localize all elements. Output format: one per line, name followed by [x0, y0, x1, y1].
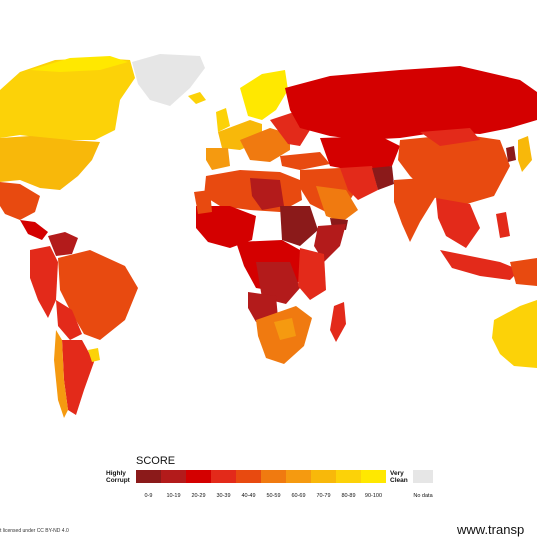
region-canada — [0, 58, 135, 140]
legend-bin-label: 10-19 — [166, 493, 181, 499]
legend-bin: 30-39 — [211, 470, 236, 499]
region-brazil — [58, 250, 138, 340]
legend-high-label-line1: Very — [390, 470, 404, 477]
region-canada-north — [30, 56, 128, 72]
region-mongolia — [420, 128, 480, 146]
no-data-swatch — [413, 470, 433, 483]
no-data-label: No data — [413, 493, 433, 499]
legend-bin-label: 90-100 — [364, 493, 383, 499]
legend-bin: 20-29 — [186, 470, 211, 499]
website-link[interactable]: www.transp — [457, 522, 525, 537]
region-west-africa — [196, 206, 256, 248]
region-iberia — [206, 148, 230, 170]
region-iceland — [188, 92, 206, 104]
legend-title: SCORE — [136, 455, 176, 467]
region-central-america — [20, 220, 48, 240]
region-australia — [492, 300, 537, 368]
legend-bin-label: 60-69 — [291, 493, 306, 499]
region-sudan — [280, 206, 318, 246]
region-arabia — [316, 186, 358, 222]
region-iran — [340, 166, 378, 200]
legend-bin: 40-49 — [236, 470, 261, 499]
region-philippines — [496, 212, 510, 238]
legend-low-label-line2: Corrupt — [106, 477, 130, 484]
legend-bin: 90-100 — [361, 470, 386, 499]
region-afghanistan — [372, 166, 394, 190]
region-usa — [0, 136, 100, 190]
region-drc — [256, 262, 300, 304]
region-southeast-asia — [436, 198, 480, 248]
legend-bin: 60-69 — [286, 470, 311, 499]
legend-scale: 0-9 10-19 20-29 30-39 40-49 50-59 60-69 70-79 80… — [136, 470, 386, 499]
legend-bin-label: 20-29 — [191, 493, 206, 499]
legend-swatch — [336, 470, 361, 483]
region-andes — [30, 246, 58, 318]
region-argentina — [62, 340, 94, 415]
legend-swatch — [261, 470, 286, 483]
legend-swatch — [211, 470, 236, 483]
region-venezuela — [48, 232, 78, 256]
legend-bin: 80-89 — [336, 470, 361, 499]
legend-swatch — [161, 470, 186, 483]
region-indonesia — [440, 250, 520, 280]
region-turkey — [280, 152, 330, 170]
region-mexico — [0, 182, 40, 220]
license-text: t licensed under CC BY-ND 4.0 — [0, 528, 69, 534]
legend-bin-label: 80-89 — [341, 493, 356, 499]
region-madagascar — [330, 302, 346, 342]
legend-no-data: No data — [412, 470, 434, 499]
legend-low-label: Highly Corrupt — [106, 470, 130, 484]
region-greenland — [132, 54, 205, 106]
region-uruguay — [88, 348, 100, 362]
region-korea — [506, 146, 516, 162]
legend-bin-label: 70-79 — [316, 493, 331, 499]
legend-swatch — [136, 470, 161, 483]
region-horn — [314, 224, 346, 262]
legend-swatch — [236, 470, 261, 483]
region-uk — [216, 108, 230, 132]
world-map — [0, 54, 537, 418]
legend-bin-label: 40-49 — [241, 493, 256, 499]
legend-high-label: Very Clean — [390, 470, 408, 484]
legend-bin: 10-19 — [161, 470, 186, 499]
region-mauritania — [194, 190, 212, 214]
legend-low-label-line1: Highly — [106, 470, 126, 477]
legend-bin: 70-79 — [311, 470, 336, 499]
legend-swatch — [186, 470, 211, 483]
legend-high-label-line2: Clean — [390, 477, 408, 484]
region-chile — [54, 330, 68, 418]
legend-bin: 0-9 — [136, 470, 161, 499]
legend-swatch — [361, 470, 386, 483]
legend-bin: 50-59 — [261, 470, 286, 499]
region-central-asia — [320, 136, 400, 172]
region-scandinavia — [240, 70, 288, 120]
legend-swatch — [286, 470, 311, 483]
region-bolivia — [56, 300, 82, 340]
region-papua — [510, 258, 537, 286]
region-angola — [248, 292, 278, 322]
region-india — [394, 178, 436, 242]
region-china — [398, 134, 510, 206]
region-japan — [518, 136, 532, 172]
region-east-africa — [298, 248, 326, 300]
legend-bin-label: 50-59 — [266, 493, 281, 499]
region-central-europe — [240, 128, 290, 162]
region-libya — [250, 178, 284, 210]
legend-bin-label: 0-9 — [144, 493, 153, 499]
legend-bin-label: 30-39 — [216, 493, 231, 499]
region-russia — [285, 66, 537, 140]
legend-swatch — [311, 470, 336, 483]
region-botswana — [274, 318, 296, 340]
